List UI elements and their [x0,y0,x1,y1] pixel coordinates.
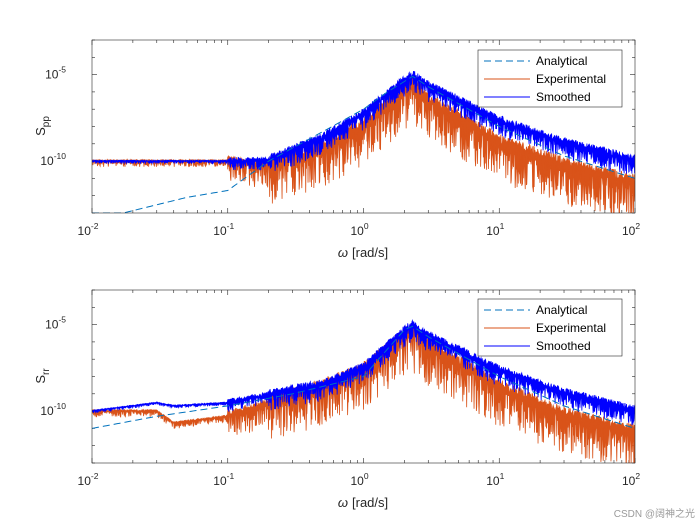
svg-text:Spp: Spp [33,116,52,136]
experimental-line [92,324,635,463]
legend-label-experimental: Experimental [536,72,606,86]
analytical-line [92,75,635,213]
axes-box [91,289,636,464]
legend-label-analytical: Analytical [536,303,587,317]
legend-label-experimental: Experimental [536,321,606,335]
legend-label-smoothed: Smoothed [536,339,591,353]
x-axis-label: ω [rad/s] [338,245,388,260]
svg-text:Srr: Srr [33,368,52,384]
analytical-line [92,325,635,429]
legend: Analytical Experimental Smoothed [477,49,623,108]
x-tick-label: 10-1 [213,221,234,238]
watermark: CSDN @阔神之光 [614,507,695,520]
x-axis-symbol: ω [338,245,348,260]
y-axis-label-subscript: pp [41,116,52,128]
y-tick-label: 10-10 [40,151,66,168]
x-axis-symbol: ω [338,495,348,510]
y-axis-label-base: S [33,127,48,136]
legend: Analytical Experimental Smoothed [477,298,623,357]
x-tick-label: 100 [350,221,368,238]
y-tick-label: 10-5 [45,315,66,332]
x-tick-label: 100 [350,471,368,488]
smoothed-line [92,319,635,426]
x-axis-unit: [rad/s] [352,245,388,260]
smoothed-line [92,70,635,174]
y-axis-label: Spp [33,116,52,136]
legend-label-analytical: Analytical [536,54,587,68]
x-axis-unit: [rad/s] [352,495,388,510]
x-tick-label: 10-1 [213,471,234,488]
y-tick-label: 10-10 [40,401,66,418]
x-tick-label: 10-2 [78,221,99,238]
x-tick-label: 101 [486,221,504,238]
x-tick-label: 101 [486,471,504,488]
bottom-chart: 10-2 10-1 100 101 102 10-10 10-5 Srr ω [rad/s]… [33,289,640,510]
y-axis-label-subscript: rr [41,368,52,375]
y-axis-label: Srr [33,368,52,384]
x-axis-label: ω [rad/s] [338,495,388,510]
x-tick-label: 10-2 [78,471,99,488]
y-tick-label: 10-5 [45,65,66,82]
x-tick-label: 102 [622,471,640,488]
y-axis-label-base: S [33,375,48,384]
top-chart: 10-2 10-1 100 101 102 10-10 10-5 Spp ω [rad/s]… [33,39,640,260]
legend-label-smoothed: Smoothed [536,90,591,104]
axes-box [91,39,636,214]
x-tick-label: 102 [622,221,640,238]
